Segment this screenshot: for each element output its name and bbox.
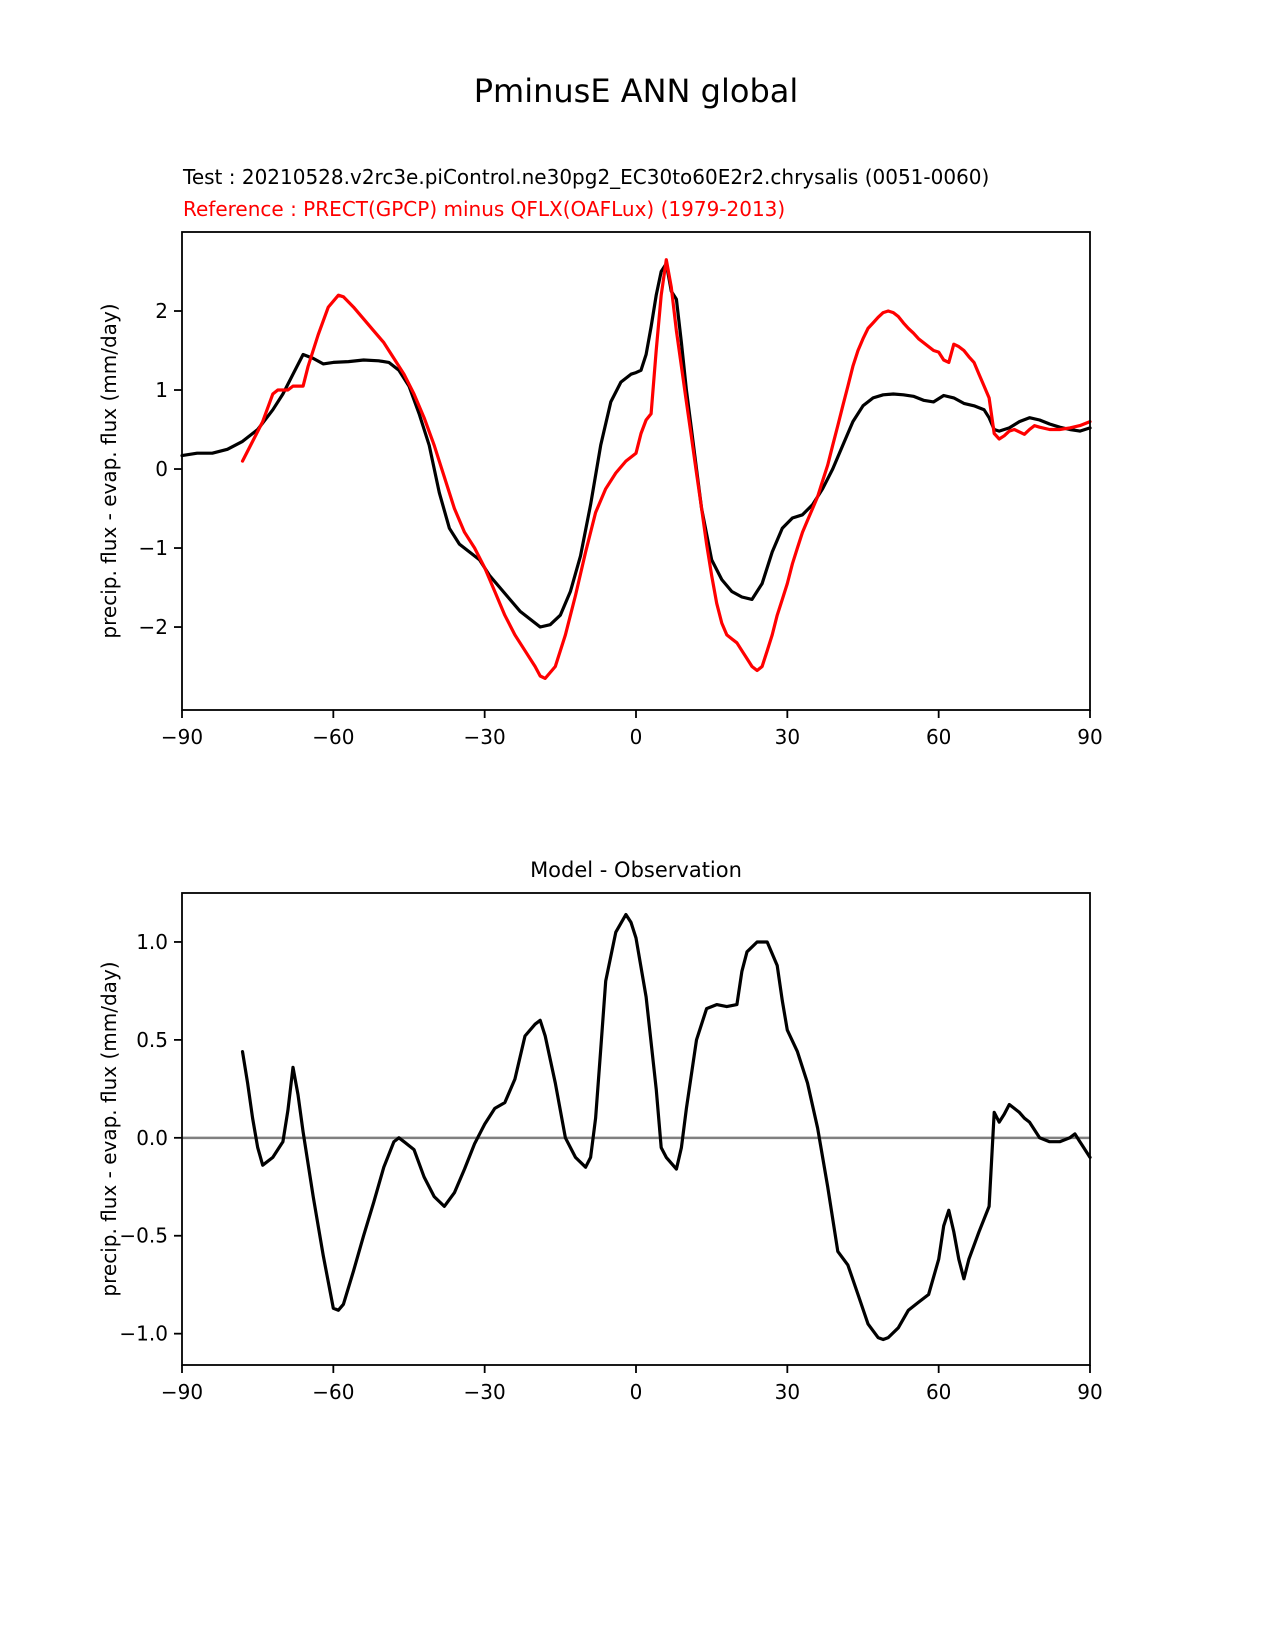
chart-title: Model - Observation — [530, 858, 742, 882]
y-tick-label: 2 — [155, 299, 168, 323]
series-line-model-minus-observation — [240, 912, 1092, 1342]
top-chart-latitude-profile: −90 −60 −30 0 30 60 90 −2 −1 0 1 2 precip. flux - ev… — [97, 231, 1103, 749]
series-line-test — [180, 261, 1092, 629]
x-tick-label: 0 — [630, 1380, 643, 1404]
figure-title: PminusE ANN global — [473, 72, 799, 110]
x-tick-label: 60 — [926, 1380, 951, 1404]
series-line-reference — [240, 258, 1092, 680]
x-tick-label: 0 — [630, 725, 643, 749]
x-tick-label: 30 — [775, 725, 800, 749]
y-tick-label: 1 — [155, 378, 168, 402]
bottom-chart-model-minus-observation: −90 −60 −30 0 30 60 90 −1.0 −0.5 0.0 0.5 1.0 precip.… — [97, 858, 1103, 1404]
x-tick-label: 30 — [775, 1380, 800, 1404]
y-tick-label: −2 — [139, 615, 168, 639]
axes-frame — [181, 892, 1091, 1366]
y-axis-label: precip. flux - evap. flux (mm/day) — [97, 303, 121, 638]
x-tick-label: −30 — [464, 725, 506, 749]
x-tick-label: −60 — [312, 725, 354, 749]
y-tick-label: −1 — [139, 536, 168, 560]
y-tick-label: −1.0 — [119, 1322, 168, 1346]
x-tick-label: 90 — [1077, 725, 1102, 749]
x-tick-label: 60 — [926, 725, 951, 749]
y-tick-label: 0.0 — [136, 1126, 168, 1150]
x-tick-label: −90 — [161, 1380, 203, 1404]
x-tick-label: −90 — [161, 725, 203, 749]
y-tick-label: 0 — [155, 457, 168, 481]
reference-run-label: Reference : PRECT(GPCP) minus QFLX(OAFLu… — [183, 197, 786, 221]
y-tick-label: 1.0 — [136, 930, 168, 954]
y-tick-label: −0.5 — [119, 1224, 168, 1248]
axes-frame — [181, 231, 1091, 711]
test-run-label: Test : 20210528.v2rc3e.piControl.ne30pg2… — [183, 165, 990, 189]
y-axis-label: precip. flux - evap. flux (mm/day) — [97, 961, 121, 1296]
x-tick-label: 90 — [1077, 1380, 1102, 1404]
x-tick-label: −30 — [464, 1380, 506, 1404]
y-tick-label: 0.5 — [136, 1028, 168, 1052]
x-tick-label: −60 — [312, 1380, 354, 1404]
